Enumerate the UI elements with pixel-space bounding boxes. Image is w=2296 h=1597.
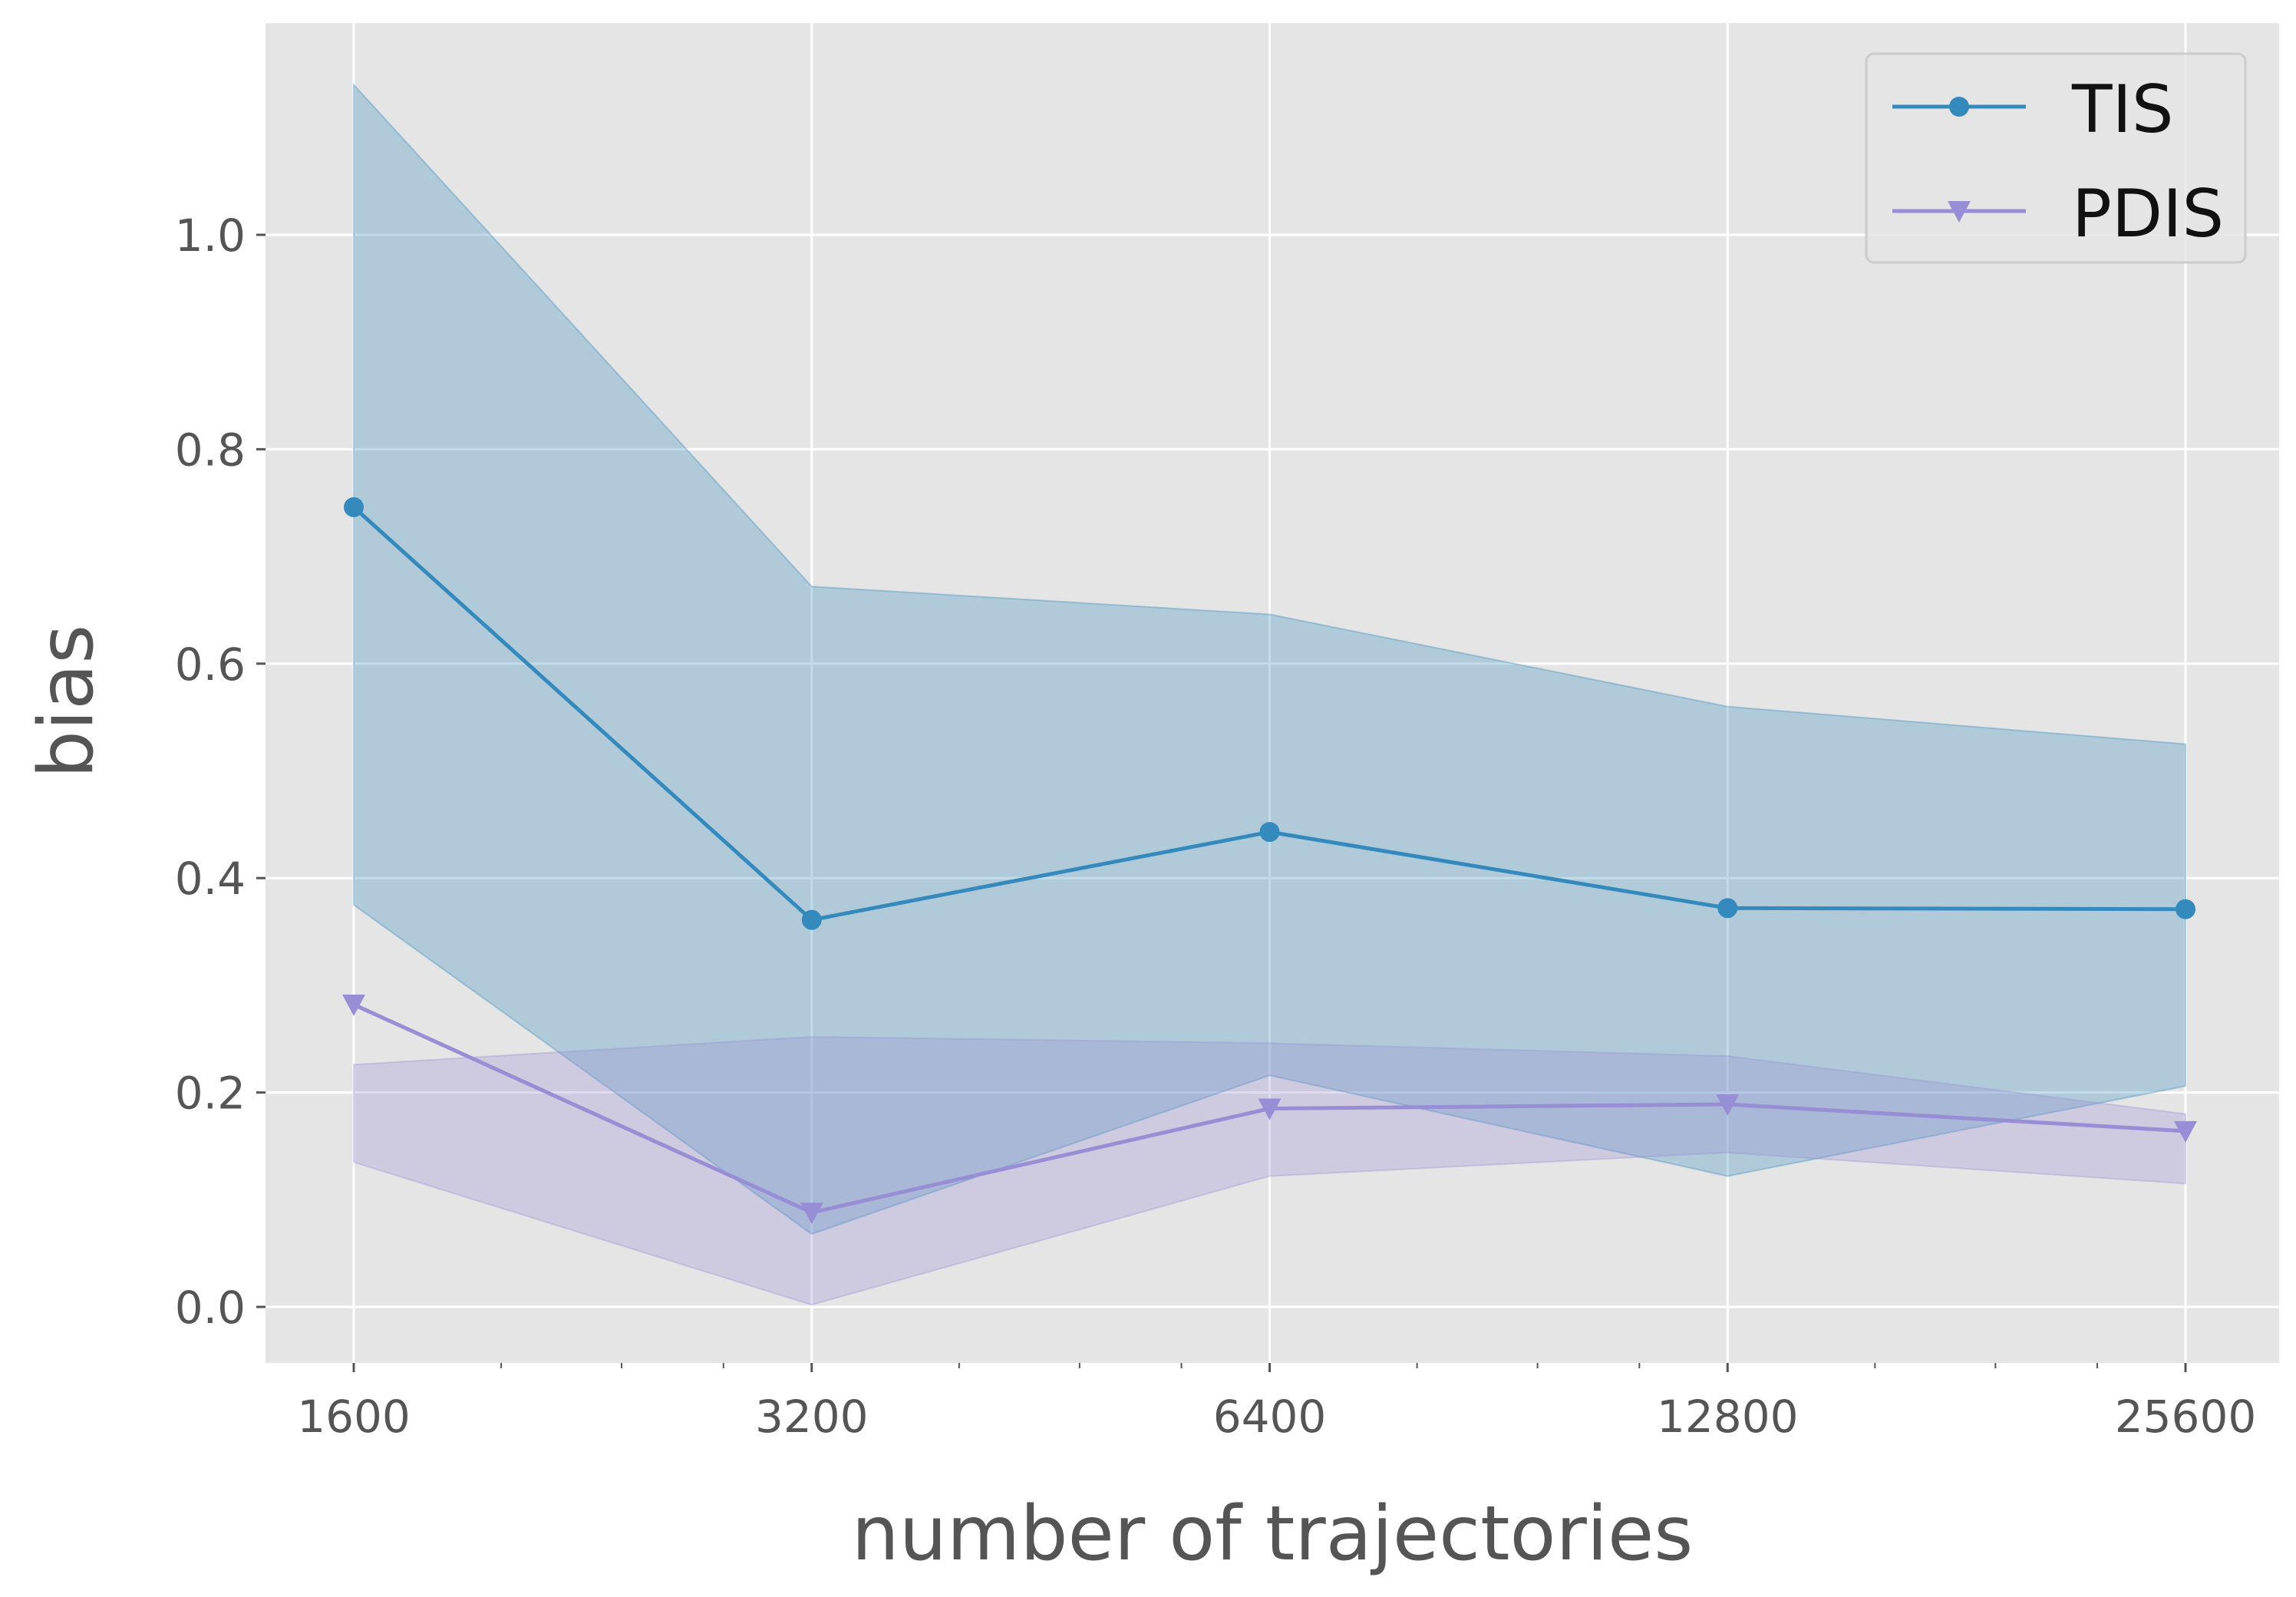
tis-point: [801, 909, 822, 930]
legend: TIS PDIS: [1865, 52, 2247, 264]
series-markers: [342, 497, 2197, 1225]
tis-band: [353, 82, 2186, 1236]
x-tick-label: 12800: [1657, 1391, 1799, 1443]
legend-pdis-marker: [1948, 201, 1971, 223]
tis-point: [1259, 822, 1280, 843]
y-tick-label: 1.0: [175, 210, 246, 262]
y-tick-label: 0.8: [175, 424, 246, 476]
x-tick-label: 3200: [755, 1391, 869, 1443]
tis-point: [344, 497, 364, 517]
tick-labels: 1600 3200 6400 12800 25600 0.0 0.2 0.4 0.6 0.8 1.0: [175, 210, 2257, 1443]
pdis-point: [342, 995, 365, 1017]
x-tick-label: 6400: [1213, 1391, 1327, 1443]
pdis-point: [1716, 1094, 1740, 1116]
pdis-point: [2174, 1120, 2197, 1143]
pdis-point: [1258, 1098, 1282, 1120]
y-tick-label: 0.4: [175, 853, 246, 905]
legend-tis-label: TIS: [2071, 71, 2174, 148]
y-tick-label: 0.0: [175, 1282, 246, 1334]
y-tick-label: 0.6: [175, 638, 246, 691]
x-tick-label: 1600: [297, 1391, 411, 1443]
axis-ticks: [256, 233, 2187, 1372]
legend-tis-marker: [1949, 97, 1969, 117]
x-tick-label: 25600: [2115, 1391, 2257, 1443]
tis-point: [1717, 898, 1738, 919]
legend-pdis-label: PDIS: [2072, 176, 2224, 252]
pdis-point: [800, 1203, 823, 1225]
y-tick-label: 0.2: [175, 1067, 246, 1120]
y-axis-label: bias: [23, 625, 111, 779]
x-axis-label: number of trajectories: [852, 1490, 1694, 1578]
tis-point: [2176, 899, 2195, 919]
